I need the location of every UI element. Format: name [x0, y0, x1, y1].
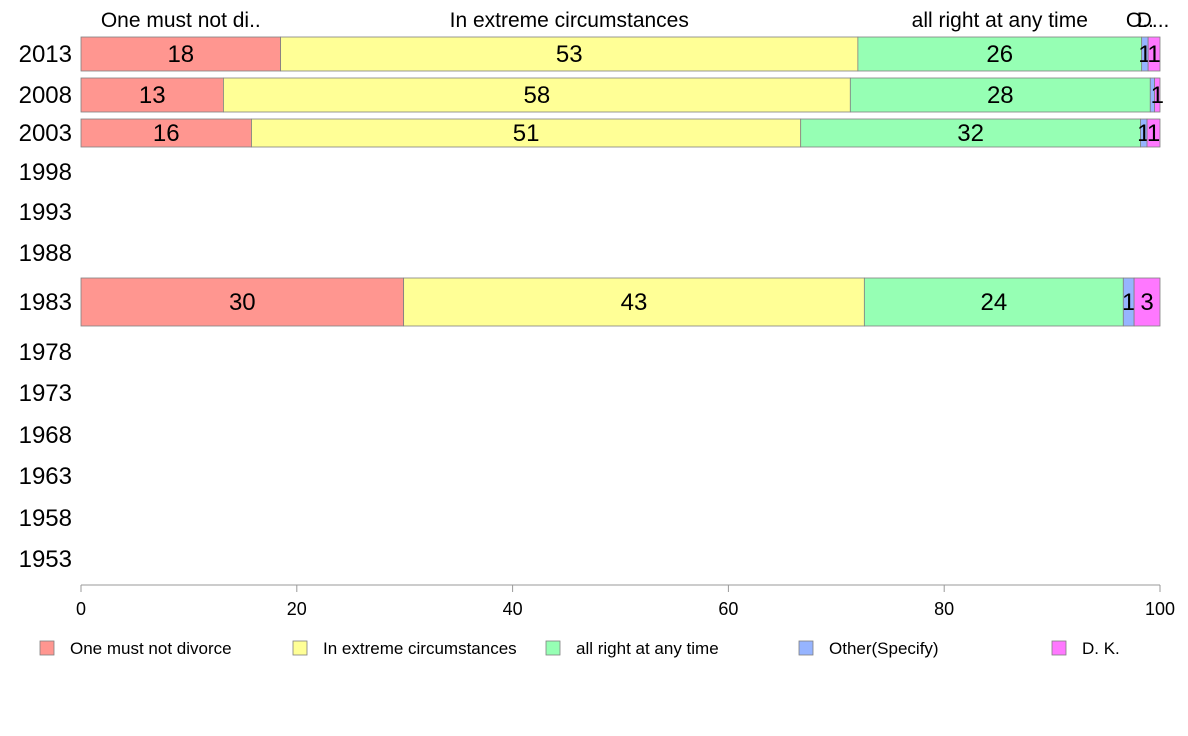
legend-label: all right at any time — [576, 639, 719, 658]
year-label: 1993 — [19, 199, 72, 226]
series-header-label: D... — [1137, 9, 1170, 32]
x-tick-label: 60 — [718, 599, 738, 619]
data-label: 3 — [1140, 289, 1153, 316]
bar-segment — [280, 36, 859, 72]
bar-segment — [800, 118, 1141, 148]
bar-segment — [849, 77, 1151, 113]
legend-label: D. K. — [1082, 639, 1120, 658]
data-label: 1 — [1147, 120, 1160, 147]
data-label: 30 — [229, 289, 256, 316]
bar-segment — [223, 77, 851, 113]
data-label: 1 — [1147, 41, 1160, 68]
x-axis: 0 20 40 60 80 100 — [76, 584, 1175, 619]
data-label: 53 — [556, 41, 583, 68]
data-label: 51 — [513, 120, 540, 147]
x-tick-label: 40 — [503, 599, 523, 619]
legend-label: One must not divorce — [70, 639, 232, 658]
series-header-label: In extreme circumstances — [450, 9, 689, 32]
x-tick-label: 80 — [934, 599, 954, 619]
data-label: 58 — [524, 82, 551, 109]
bar-segment — [863, 277, 1124, 327]
bar-segment — [251, 118, 802, 148]
bar-segment — [1133, 277, 1161, 327]
legend-label: Other(Specify) — [829, 639, 939, 658]
series-header-label: O.. — [1126, 9, 1154, 32]
series-header-label: all right at any time — [912, 9, 1088, 32]
legend-swatch — [292, 640, 308, 656]
x-tick-label: 100 — [1145, 599, 1175, 619]
data-label: 32 — [957, 120, 984, 147]
legend-label: In extreme circumstances — [323, 639, 517, 658]
data-label: 1 — [1122, 289, 1135, 316]
year-label: 1968 — [19, 422, 72, 449]
bar-segment — [1154, 77, 1161, 113]
data-label: 43 — [621, 289, 648, 316]
year-label: 2013 — [19, 41, 72, 68]
series-header-label: One must not di.. — [101, 9, 261, 32]
year-label: 1958 — [19, 505, 72, 532]
series-header-labels: One must not di.. In extreme circumstance… — [101, 9, 1170, 32]
legend-swatch — [798, 640, 814, 656]
year-label: 1988 — [19, 240, 72, 267]
data-label: 18 — [167, 41, 194, 68]
data-label: 28 — [987, 82, 1014, 109]
data-label: 16 — [153, 120, 180, 147]
legend-swatch — [545, 640, 561, 656]
year-label: 1983 — [19, 289, 72, 316]
data-label: 26 — [986, 41, 1013, 68]
data-label: 24 — [980, 289, 1007, 316]
legend-swatch — [1051, 640, 1067, 656]
bar-segment — [80, 118, 252, 148]
data-label: 13 — [139, 82, 166, 109]
data-label: 1 — [1151, 82, 1164, 109]
year-label: 2008 — [19, 82, 72, 109]
legend: One must not divorce In extreme circumsta… — [39, 639, 1120, 658]
y-axis: 2013 2008 2003 1998 1993 1988 1983 1978 1973 1968… — [19, 41, 72, 573]
year-label: 1963 — [19, 463, 72, 490]
legend-swatch — [39, 640, 55, 656]
bar-segment — [403, 277, 865, 327]
year-label: 1978 — [19, 339, 72, 366]
bar-segment — [1147, 36, 1161, 72]
year-label: 1998 — [19, 159, 72, 186]
bar-segment — [80, 277, 405, 327]
x-tick-label: 20 — [287, 599, 307, 619]
x-tick-label: 0 — [76, 599, 86, 619]
year-label: 2003 — [19, 120, 72, 147]
year-label: 1973 — [19, 380, 72, 407]
year-label: 1953 — [19, 546, 72, 573]
bar-segment — [1146, 118, 1161, 148]
